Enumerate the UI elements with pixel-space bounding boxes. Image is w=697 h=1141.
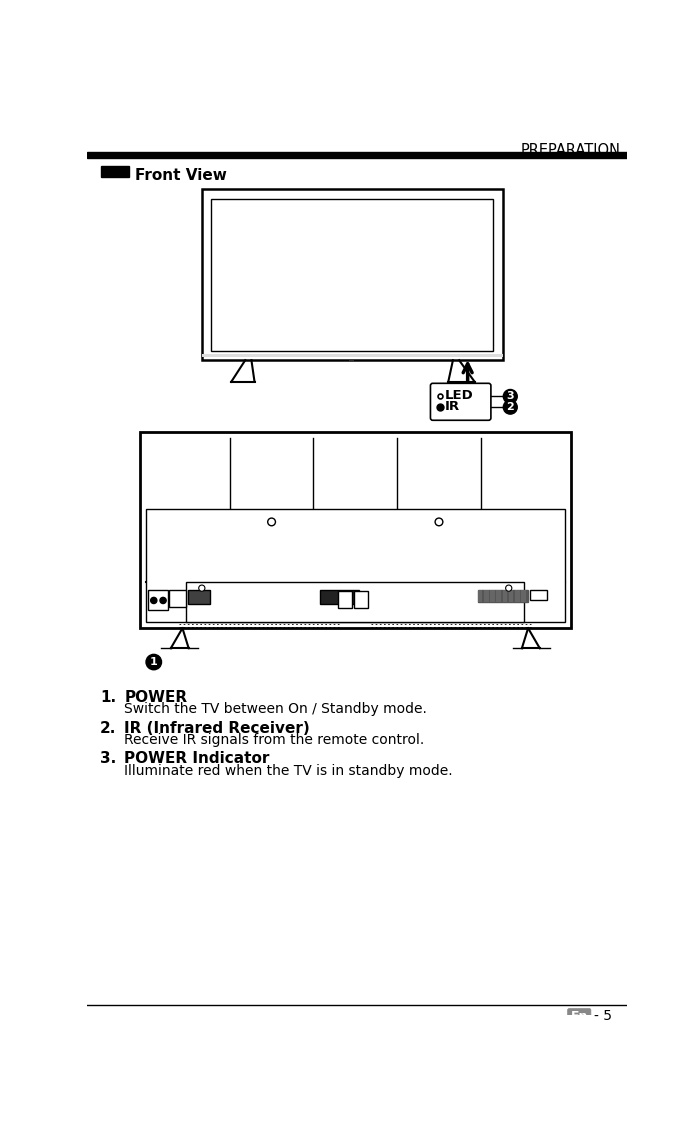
Text: 1: 1: [150, 657, 158, 667]
Circle shape: [160, 598, 166, 604]
Bar: [188, 590, 210, 604]
Text: 3: 3: [507, 391, 514, 402]
Bar: [490, 590, 495, 602]
Circle shape: [435, 518, 443, 526]
Text: IR (Infrared Receiver): IR (Infrared Receiver): [124, 721, 310, 736]
Bar: [202, 354, 503, 357]
Circle shape: [503, 400, 517, 414]
Text: En: En: [571, 1010, 588, 1022]
Text: Switch the TV between On / Standby mode.: Switch the TV between On / Standby mode.: [124, 702, 427, 717]
FancyBboxPatch shape: [567, 1009, 591, 1023]
Text: Front View: Front View: [135, 169, 227, 184]
Bar: [211, 199, 493, 351]
Bar: [353, 591, 368, 608]
Text: IR: IR: [445, 399, 460, 413]
Circle shape: [146, 654, 162, 670]
Bar: [186, 582, 524, 622]
FancyBboxPatch shape: [431, 383, 491, 420]
Circle shape: [505, 585, 512, 591]
Bar: [101, 167, 129, 177]
Text: Receive IR signals from the remote control.: Receive IR signals from the remote contr…: [124, 733, 424, 747]
Text: POWER: POWER: [124, 690, 187, 705]
Bar: [87, 152, 627, 159]
Text: 2.: 2.: [100, 721, 116, 736]
Text: Illuminate red when the TV is in standby mode.: Illuminate red when the TV is in standby…: [124, 763, 453, 778]
Bar: [530, 590, 547, 600]
Bar: [477, 590, 528, 602]
Text: LED: LED: [445, 389, 474, 402]
Bar: [503, 590, 507, 602]
Text: POWER Indicator: POWER Indicator: [124, 752, 270, 767]
Bar: [169, 590, 186, 607]
Text: ---: ---: [349, 358, 355, 364]
Circle shape: [199, 585, 205, 591]
Text: - 5: - 5: [594, 1010, 612, 1023]
Circle shape: [151, 598, 157, 604]
Bar: [146, 509, 565, 622]
Text: 2: 2: [507, 402, 514, 412]
Bar: [140, 431, 571, 629]
Bar: [509, 590, 514, 602]
Text: 1.: 1.: [100, 690, 116, 705]
Text: PREPARATION: PREPARATION: [521, 143, 620, 159]
Bar: [521, 590, 526, 602]
Bar: [484, 590, 489, 602]
Bar: [202, 189, 503, 361]
Bar: [496, 590, 501, 602]
Bar: [321, 590, 359, 604]
Bar: [515, 590, 519, 602]
Circle shape: [268, 518, 275, 526]
Bar: [148, 590, 168, 609]
Text: 3.: 3.: [100, 752, 116, 767]
Circle shape: [503, 389, 517, 403]
Bar: [477, 590, 482, 602]
Bar: [338, 591, 352, 608]
